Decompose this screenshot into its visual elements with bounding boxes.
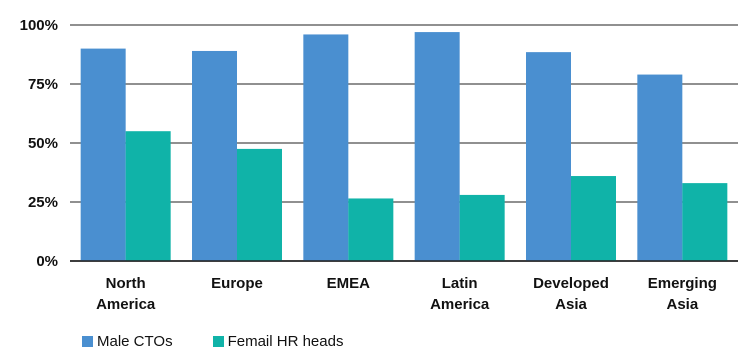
bar-male-ctos-emea — [303, 34, 349, 261]
bar-femail-hr-heads-emerging-asia — [682, 183, 728, 261]
legend: Male CTOs Femail HR heads — [82, 333, 343, 349]
bar-male-ctos-developed-asia — [526, 52, 571, 261]
legend-label-male-ctos: Male CTOs — [97, 333, 173, 349]
bar-femail-hr-heads-latin-america — [459, 194, 505, 261]
legend-item-femail-hr-heads: Femail HR heads — [212, 333, 344, 349]
y-tick-label-50: 50% — [28, 135, 58, 152]
x-tick-label-developed-asia-line-1: Developed — [533, 275, 609, 292]
x-tick-label-emerging-asia-line-2: Asia — [666, 296, 698, 313]
x-tick-label-latin-america-line-2: America — [430, 296, 490, 313]
legend-swatch-femail-hr-heads — [212, 336, 224, 347]
bar-chart: 0% 25% 50% 75% 100% North America Europe EMEA Lat… — [20, 17, 738, 313]
y-tick-label-75: 75% — [28, 76, 58, 93]
x-tick-label-north-america-line-1: North — [106, 275, 146, 292]
legend-swatch-male-ctos — [82, 336, 93, 347]
x-tick-label-north-america-line-2: America — [96, 296, 156, 313]
legend-item-male-ctos: Male CTOs — [82, 333, 173, 349]
bar-femail-hr-heads-developed-asia — [571, 176, 616, 261]
x-tick-label-developed-asia-line-2: Asia — [555, 296, 587, 313]
x-tick-label-emerging-asia-line-1: Emerging — [648, 275, 717, 292]
y-tick-label-0: 0% — [36, 253, 58, 270]
x-tick-label-latin-america-line-1: Latin — [442, 275, 478, 292]
legend-label-femail-hr-heads: Femail HR heads — [227, 333, 344, 349]
x-tick-label-emea-line-1: EMEA — [327, 275, 371, 292]
bar-femail-hr-heads-emea — [348, 198, 394, 261]
bar-male-ctos-north-america — [80, 48, 126, 261]
bar-male-ctos-latin-america — [414, 32, 460, 261]
y-tick-label-100: 100% — [20, 17, 58, 34]
y-tick-label-25: 25% — [28, 194, 58, 211]
bar-male-ctos-europe — [192, 50, 237, 262]
bar-femail-hr-heads-europe — [237, 148, 282, 261]
x-tick-label-europe-line-1: Europe — [211, 275, 263, 292]
bar-male-ctos-emerging-asia — [637, 74, 683, 261]
bar-femail-hr-heads-north-america — [125, 131, 171, 261]
